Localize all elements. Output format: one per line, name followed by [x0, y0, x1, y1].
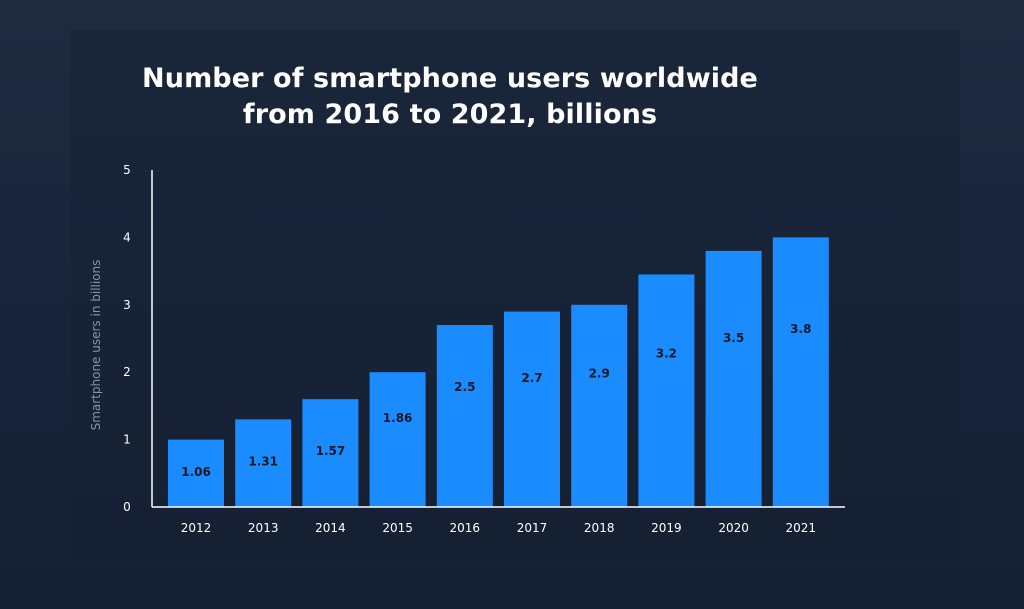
y-tick-label: 0: [123, 500, 131, 514]
bar-2021: [772, 237, 829, 507]
bar-2012: [168, 439, 224, 507]
bar-2016: [436, 325, 493, 507]
data-labels: 1.06 1.31 1.57 1.86 2.5 2.7 2.9 3.2 3.5 3.8: [181, 322, 811, 479]
data-label-2020: 3.5: [723, 331, 744, 345]
y-tick-label: 5: [123, 163, 131, 177]
y-tick-label: 3: [123, 298, 131, 312]
x-tick-label: 2016: [450, 521, 481, 535]
x-tick-label: 2019: [651, 521, 682, 535]
bars: [168, 237, 829, 507]
bar-2019: [638, 274, 695, 507]
bar-2015: [369, 372, 426, 507]
data-label-2014: 1.57: [316, 444, 346, 458]
bar-2014: [302, 399, 359, 507]
y-axis-label: Smartphone users in billions: [89, 260, 103, 431]
chart-title-line-1: Number of smartphone users worldwide: [142, 63, 758, 94]
x-tick-label: 2020: [718, 521, 749, 535]
bar-2017: [504, 311, 560, 507]
x-tick-label: 2013: [248, 521, 279, 535]
chart-title-line-2: from 2016 to 2021, billions: [242, 99, 658, 130]
data-label-2012: 1.06: [181, 465, 211, 479]
x-tick-label: 2015: [382, 521, 413, 535]
data-label-2015: 1.86: [383, 411, 413, 425]
x-tick-label: 2017: [517, 521, 548, 535]
bar-2018: [571, 304, 628, 507]
data-label-2013: 1.31: [248, 454, 278, 468]
bar-2013: [235, 419, 292, 507]
x-axis-ticks: 2012 2013 2014 2015 2016 2017 2018 2019 2020 2021: [181, 521, 816, 535]
x-tick-label: 2012: [181, 521, 212, 535]
x-tick-label: 2014: [315, 521, 346, 535]
y-tick-label: 4: [123, 230, 131, 244]
y-axis-ticks: 0 1 2 3 4 5: [123, 163, 131, 514]
x-tick-label: 2021: [786, 521, 817, 535]
data-label-2016: 2.5: [454, 380, 475, 394]
y-tick-label: 1: [123, 433, 131, 447]
data-label-2018: 2.9: [589, 367, 610, 381]
bar-2020: [705, 250, 762, 507]
data-label-2017: 2.7: [521, 371, 542, 385]
y-tick-label: 2: [123, 365, 131, 379]
x-tick-label: 2018: [584, 521, 615, 535]
data-label-2021: 3.8: [790, 322, 811, 336]
data-label-2019: 3.2: [656, 347, 677, 361]
